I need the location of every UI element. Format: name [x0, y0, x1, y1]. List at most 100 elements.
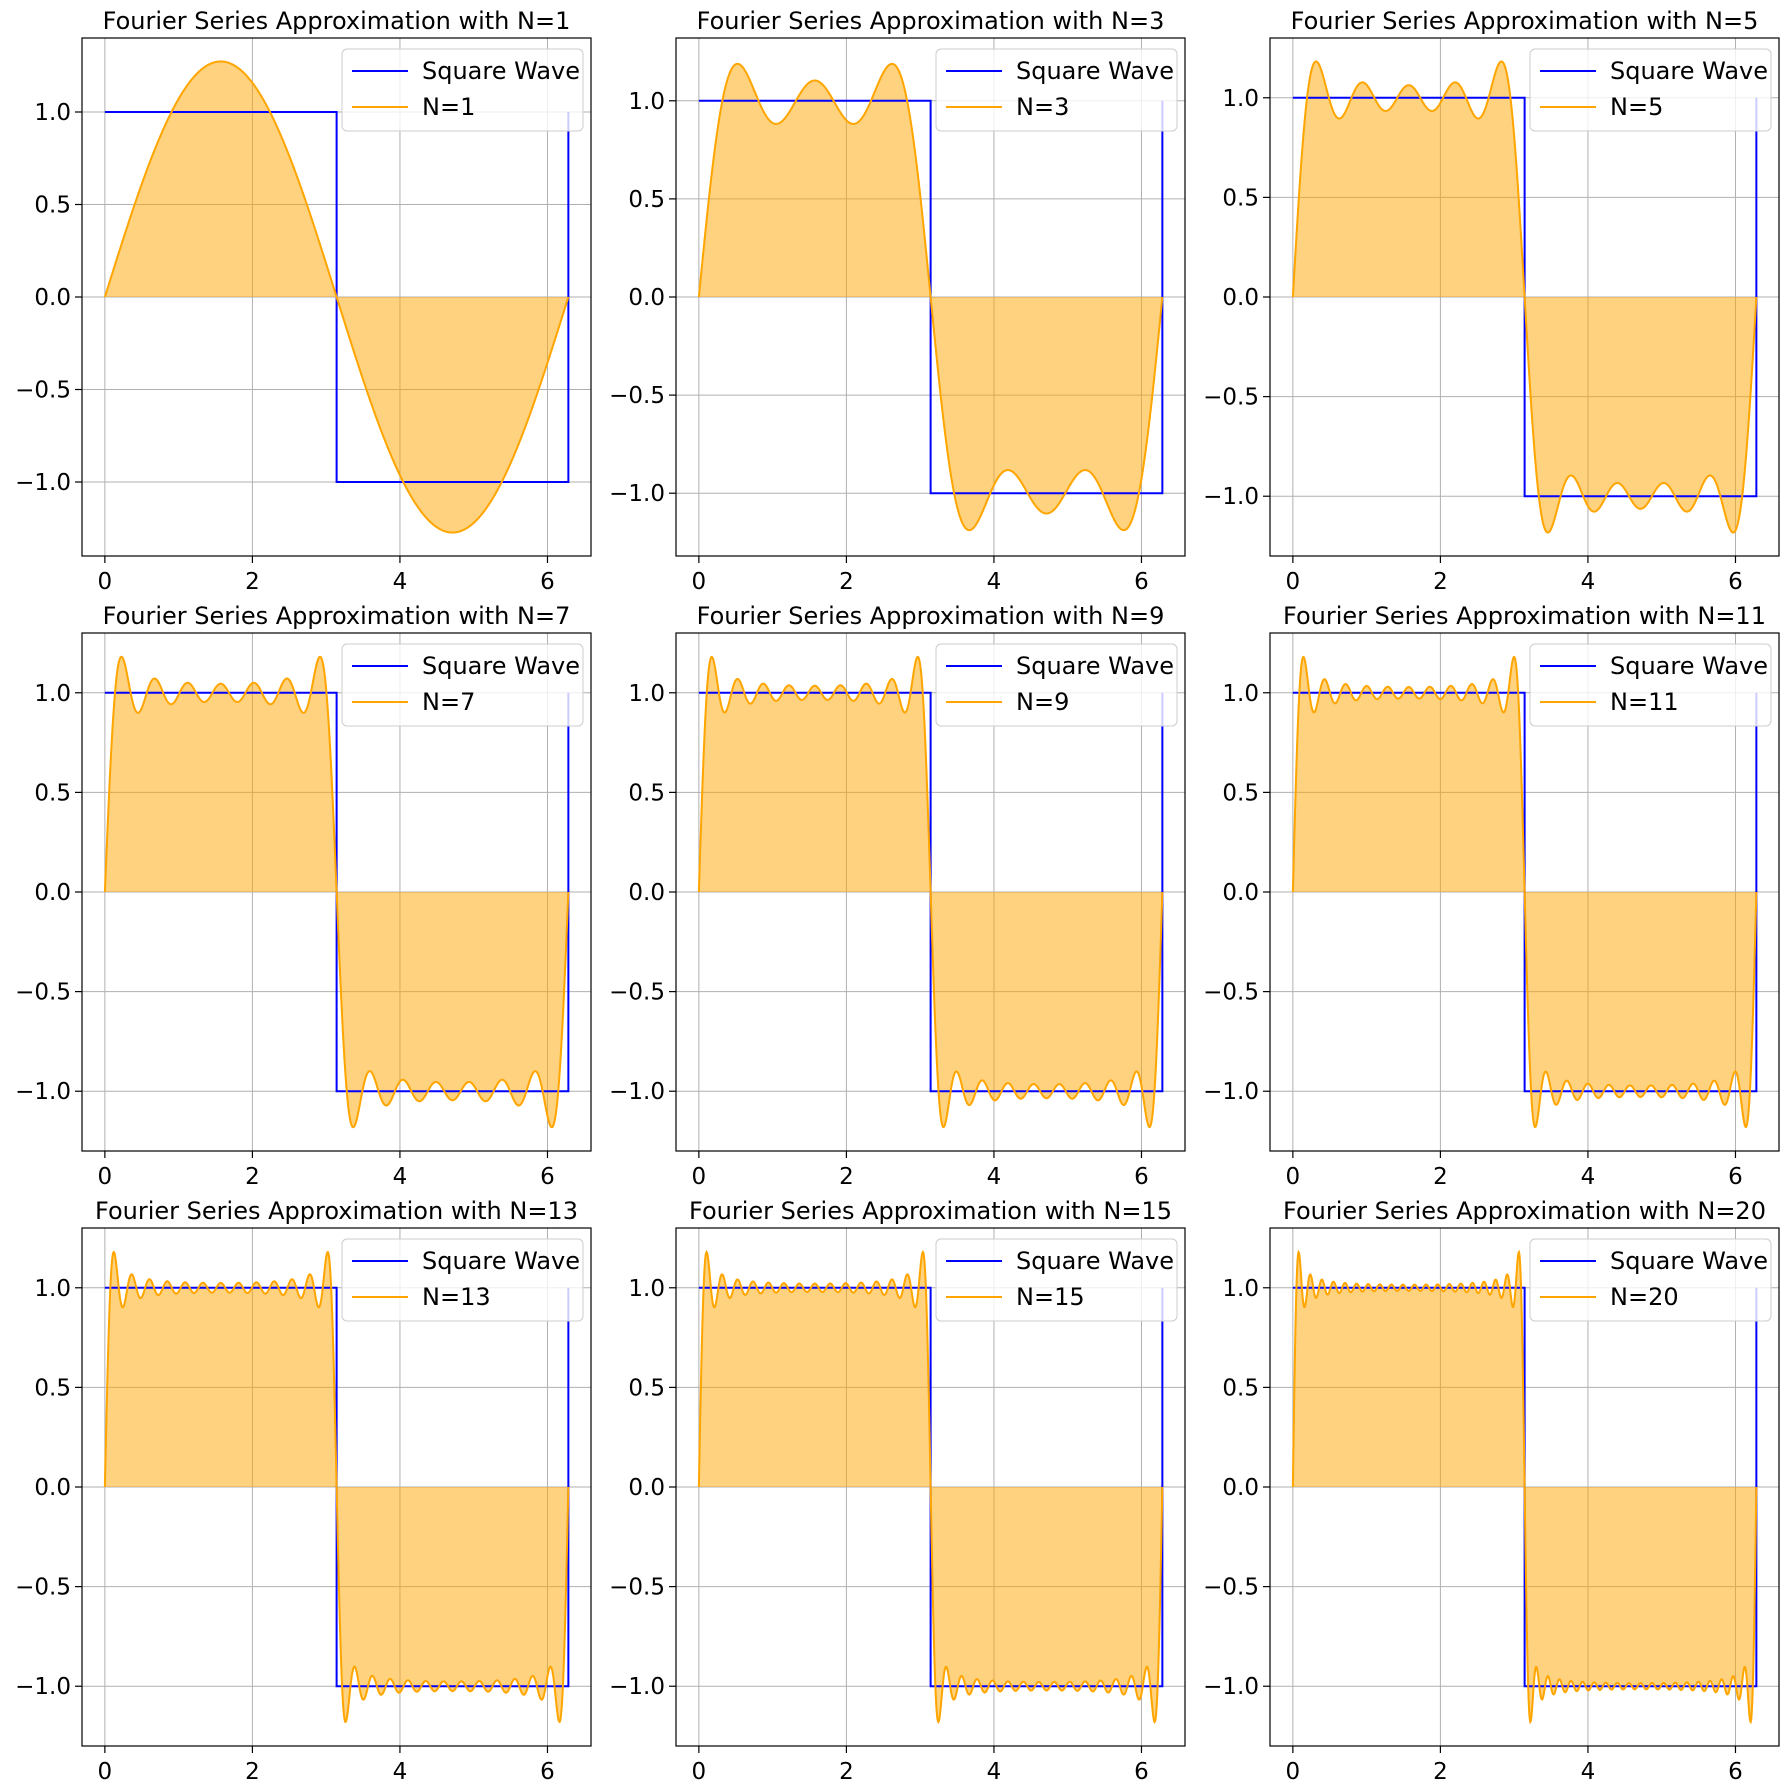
subplot-20: 0 2 4 6 −1.0 −0.5 0.0 0.5 1.0 Fourier Series Appr… [1203, 1197, 1780, 1785]
y-tick-label: −0.5 [609, 383, 665, 409]
approximation-line [1291, 60, 1758, 534]
square-wave-line [104, 691, 570, 1093]
legend-label-square-wave: Square Wave [1016, 652, 1174, 680]
y-tick-label: 0.0 [628, 1475, 665, 1501]
subplot-title: Fourier Series Approximation with N=9 [697, 602, 1165, 630]
subplot-title: Fourier Series Approximation with N=11 [1283, 602, 1766, 630]
subplot-title: Fourier Series Approximation with N=20 [1283, 1197, 1766, 1225]
legend-label-approximation: N=1 [422, 93, 475, 121]
x-tick-label: 0 [692, 569, 707, 595]
legend-label-approximation: N=20 [1610, 1283, 1679, 1311]
subplot-7: 0 2 4 6 −1.0 −0.5 0.0 0.5 1.0 Fourier Series Appr… [15, 602, 592, 1190]
x-tick-label: 4 [987, 1164, 1002, 1190]
y-tick-label: 1.0 [34, 100, 71, 126]
y-tick-label: 0.0 [1222, 880, 1259, 906]
y-tick-label: −1.0 [15, 470, 71, 496]
subplot-title: Fourier Series Approximation with N=5 [1291, 7, 1759, 35]
x-tick-label: 0 [1286, 1164, 1301, 1190]
y-tick-label: −1.0 [609, 1674, 665, 1700]
x-tick-label: 4 [1581, 1164, 1596, 1190]
x-tick-label: 4 [393, 1759, 408, 1785]
subplot-13: 0 2 4 6 −1.0 −0.5 0.0 0.5 1.0 Fourier Series Appr… [15, 1197, 592, 1785]
y-tick-label: 0.5 [628, 1375, 665, 1401]
y-tick-label: 1.0 [628, 1276, 665, 1302]
legend-label-approximation: N=9 [1016, 688, 1069, 716]
y-tick-label: 0.5 [628, 187, 665, 213]
x-tick-label: 4 [393, 1164, 408, 1190]
y-tick-label: −0.5 [1203, 1575, 1259, 1601]
subplot-15: 0 2 4 6 −1.0 −0.5 0.0 0.5 1.0 Fourier Series Appr… [609, 1197, 1186, 1785]
x-tick-label: 6 [1134, 1759, 1149, 1785]
y-tick-label: 0.0 [34, 285, 71, 311]
approximation-line [697, 655, 1164, 1129]
approximation-line [103, 60, 570, 534]
approximation-line [1291, 1249, 1758, 1725]
legend-label-approximation: N=7 [422, 688, 475, 716]
x-tick-label: 0 [1286, 1759, 1301, 1785]
x-tick-label: 4 [1581, 1759, 1596, 1785]
y-tick-label: 1.0 [628, 89, 665, 115]
y-tick-label: −1.0 [15, 1674, 71, 1700]
x-tick-label: 2 [1433, 1164, 1448, 1190]
legend-label-square-wave: Square Wave [1016, 1247, 1174, 1275]
x-tick-label: 6 [540, 1759, 555, 1785]
y-tick-label: −1.0 [1203, 484, 1259, 510]
square-wave-line [698, 691, 1164, 1093]
legend-box [935, 48, 1178, 132]
y-tick-label: 0.0 [1222, 285, 1259, 311]
legend-box [1529, 643, 1772, 727]
legend-label-approximation: N=15 [1016, 1283, 1085, 1311]
x-tick-label: 0 [1286, 569, 1301, 595]
x-tick-label: 2 [839, 1759, 854, 1785]
x-tick-label: 6 [1728, 569, 1743, 595]
y-tick-label: 1.0 [628, 681, 665, 707]
x-tick-label: 2 [245, 1164, 260, 1190]
legend-box [341, 1238, 584, 1322]
x-tick-label: 4 [393, 569, 408, 595]
legend-label-square-wave: Square Wave [422, 1247, 580, 1275]
square-wave-line [698, 1286, 1164, 1688]
legend-label-approximation: N=13 [422, 1283, 491, 1311]
x-tick-label: 0 [692, 1164, 707, 1190]
subplot-11: 0 2 4 6 −1.0 −0.5 0.0 0.5 1.0 Fourier Series Appr… [1203, 602, 1780, 1190]
x-tick-label: 6 [540, 569, 555, 595]
y-tick-label: 1.0 [34, 1276, 71, 1302]
y-tick-label: −1.0 [609, 1079, 665, 1105]
x-tick-label: 0 [98, 569, 113, 595]
y-tick-label: 0.5 [1222, 185, 1259, 211]
legend-label-square-wave: Square Wave [422, 57, 580, 85]
square-wave-line [104, 1286, 570, 1688]
y-tick-label: −0.5 [15, 378, 71, 404]
subplot-9: 0 2 4 6 −1.0 −0.5 0.0 0.5 1.0 Fourier Series Appr… [609, 602, 1186, 1190]
approximation-line [697, 1250, 1164, 1724]
subplot-title: Fourier Series Approximation with N=13 [95, 1197, 578, 1225]
y-tick-label: −0.5 [1203, 385, 1259, 411]
square-wave-line [698, 99, 1164, 495]
y-tick-label: 0.5 [1222, 780, 1259, 806]
x-tick-label: 4 [1581, 569, 1596, 595]
y-tick-label: 0.0 [628, 285, 665, 311]
subplot-1: 0 2 4 6 −1.0 −0.5 0.0 0.5 1.0 Fourier Series Appr… [15, 7, 592, 595]
y-tick-label: 0.0 [34, 1475, 71, 1501]
x-tick-label: 6 [1134, 1164, 1149, 1190]
x-tick-label: 6 [1134, 569, 1149, 595]
x-tick-label: 6 [1728, 1759, 1743, 1785]
legend-box [1529, 48, 1772, 132]
x-tick-label: 2 [839, 1164, 854, 1190]
legend-label-square-wave: Square Wave [422, 652, 580, 680]
legend-box [341, 643, 584, 727]
subplot-title: Fourier Series Approximation with N=15 [689, 1197, 1172, 1225]
y-tick-label: 0.5 [1222, 1375, 1259, 1401]
subplot-5: 0 2 4 6 −1.0 −0.5 0.0 0.5 1.0 Fourier Series Appr… [1203, 7, 1780, 595]
y-tick-label: 1.0 [1222, 681, 1259, 707]
legend-label-square-wave: Square Wave [1016, 57, 1174, 85]
x-tick-label: 2 [245, 569, 260, 595]
legend-box [935, 1238, 1178, 1322]
y-tick-label: 0.5 [34, 1375, 71, 1401]
square-wave-line [1292, 96, 1758, 498]
legend-label-approximation: N=3 [1016, 93, 1069, 121]
y-tick-label: 1.0 [34, 681, 71, 707]
subplot-title: Fourier Series Approximation with N=1 [103, 7, 571, 35]
subplot-title: Fourier Series Approximation with N=3 [697, 7, 1165, 35]
